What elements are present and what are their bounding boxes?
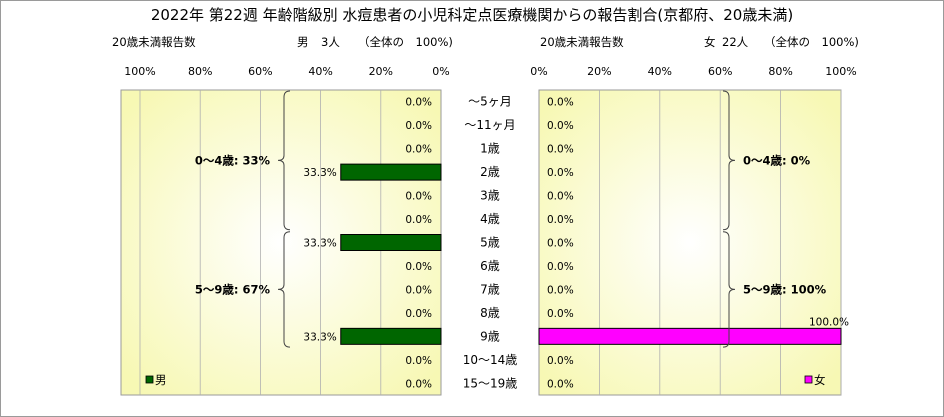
male-value-label: 33.3% [303, 238, 336, 250]
male-value-label: 0.0% [405, 378, 432, 390]
female-value-label: 0.0% [547, 167, 574, 179]
male-value-label: 33.3% [303, 167, 336, 179]
male-value-label: 33.3% [303, 331, 336, 343]
female-value-label: 0.0% [547, 120, 574, 132]
male-bar [340, 163, 442, 181]
left-share-text: （全体の 100%) [358, 35, 453, 49]
age-category-label: 15～19歳 [463, 376, 518, 390]
age-category-label: 10～14歳 [463, 353, 518, 367]
female-value-label: 100.0% [809, 316, 849, 328]
left-axis-tick-label: 80% [188, 65, 212, 78]
right-axis-tick-label: 60% [708, 65, 732, 78]
left-count-label: 20歳未満報告数 [112, 35, 196, 49]
age-category-label: 9歳 [480, 329, 500, 343]
female-value-label: 0.0% [547, 214, 574, 226]
left-sex-label: 男 [297, 35, 309, 49]
left-axis-tick-label: 0% [432, 65, 449, 78]
female-bar [538, 327, 842, 345]
male-value-label: 0.0% [405, 355, 432, 367]
right-sex-label: 女 [704, 35, 716, 49]
right-axis-tick-label: 0% [530, 65, 547, 78]
right-count-value: 22人 [722, 35, 749, 49]
right-axis-tick-label: 80% [768, 65, 792, 78]
right-group-label: 0～4歳: 0% [743, 153, 811, 167]
left-axis-tick-label: 100% [124, 65, 155, 78]
male-value-label: 0.0% [405, 214, 432, 226]
right-group-brace [722, 231, 736, 348]
legend-male-swatch [145, 375, 154, 384]
legend-male-label: 男 [155, 373, 167, 387]
male-value-label: 0.0% [405, 284, 432, 296]
female-value-label: 0.0% [547, 378, 574, 390]
female-value-label: 0.0% [547, 144, 574, 156]
right-group-brace [722, 90, 736, 231]
male-value-label: 0.0% [405, 191, 432, 203]
female-value-label: 0.0% [547, 191, 574, 203]
age-category-label: 6歳 [480, 259, 500, 273]
left-group-brace [277, 231, 291, 348]
left-axis-tick-label: 60% [248, 65, 272, 78]
legend-female-label: 女 [814, 373, 826, 387]
male-value-label: 0.0% [405, 308, 432, 320]
male-value-label: 0.0% [405, 144, 432, 156]
left-count-value: 3人 [321, 35, 340, 49]
left-group-brace [277, 90, 291, 231]
age-category-label: 5歳 [480, 236, 500, 250]
right-share-text: （全体の 100%) [764, 35, 859, 49]
right-axis-tick-label: 40% [648, 65, 672, 78]
male-value-label: 0.0% [405, 120, 432, 132]
age-category-label: ～5ヶ月 [468, 95, 512, 109]
left-group-label: 5～9歳: 67% [195, 282, 271, 296]
male-bar [340, 327, 442, 345]
right-axis-tick-label: 20% [587, 65, 611, 78]
right-group-label: 5～9歳: 100% [743, 282, 827, 296]
left-axis-tick-label: 20% [369, 65, 393, 78]
age-category-label: 8歳 [480, 306, 500, 320]
right-axis-tick-label: 100% [825, 65, 856, 78]
chart-title: 2022年 第22週 年齢階級別 水痘患者の小児科定点医療機関からの報告割合(京… [150, 6, 794, 24]
female-value-label: 0.0% [547, 284, 574, 296]
age-category-label: 4歳 [480, 212, 500, 226]
female-value-label: 0.0% [547, 97, 574, 109]
age-category-label: 1歳 [480, 142, 500, 156]
right-plot-area [538, 89, 842, 396]
female-value-label: 0.0% [547, 355, 574, 367]
male-bar [340, 234, 442, 251]
male-value-label: 0.0% [405, 261, 432, 273]
female-value-label: 0.0% [547, 238, 574, 250]
female-value-label: 0.0% [547, 261, 574, 273]
right-count-label: 20歳未満報告数 [540, 35, 624, 49]
male-value-label: 0.0% [405, 97, 432, 109]
age-category-label: 7歳 [480, 282, 500, 296]
age-category-label: ～11ヶ月 [464, 118, 515, 132]
age-category-label: 3歳 [480, 189, 500, 203]
left-group-label: 0～4歳: 33% [195, 153, 271, 167]
age-category-label: 2歳 [480, 165, 500, 179]
legend-female-swatch [804, 375, 813, 384]
female-value-label: 0.0% [547, 308, 574, 320]
left-axis-tick-label: 40% [308, 65, 332, 78]
